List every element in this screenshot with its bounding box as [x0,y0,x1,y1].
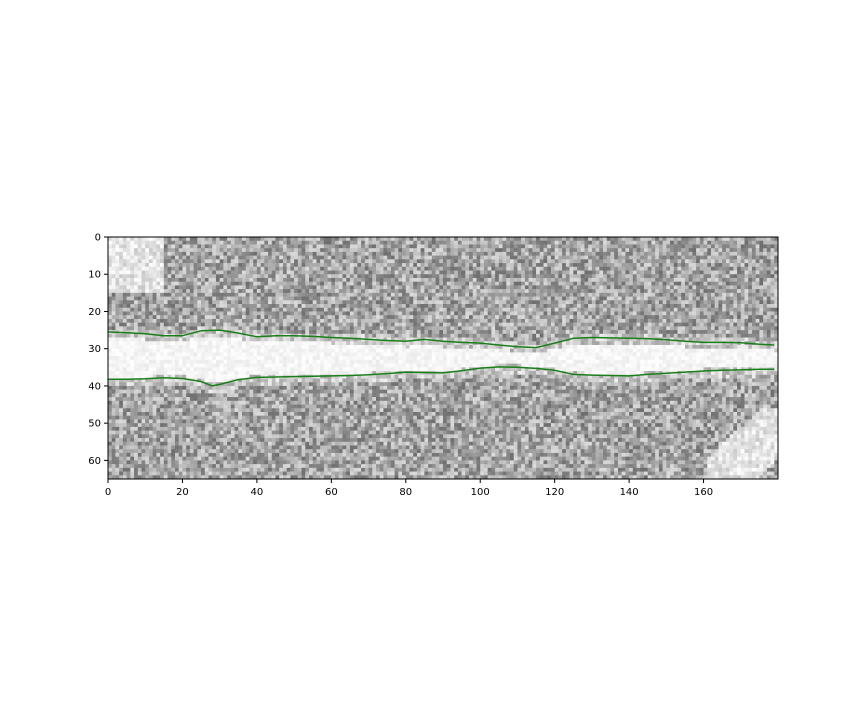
x-tick-label: 100 [471,487,490,498]
x-tick-label: 140 [620,487,639,498]
y-axis: 0 10 20 30 40 50 60 [88,233,108,467]
grayscale-image [108,237,779,480]
x-tick-label: 160 [694,487,713,498]
y-tick-label: 10 [88,270,101,281]
y-tick-label: 50 [88,419,101,430]
lower-boundary-line [108,366,775,387]
x-tick-label: 80 [399,487,412,498]
plot-area [107,236,779,480]
x-tick-label: 0 [105,487,111,498]
x-tick-label: 120 [545,487,564,498]
boundary-lines [107,329,775,387]
x-tick-label: 60 [325,487,338,498]
x-tick-label: 40 [251,487,264,498]
y-tick-label: 0 [95,233,101,244]
y-tick-label: 20 [88,307,101,318]
axes-frame [107,236,779,480]
y-tick-label: 40 [88,381,101,392]
x-tick-label: 20 [176,487,189,498]
y-tick-label: 60 [88,456,101,467]
upper-boundary-line [107,329,775,349]
x-axis: 0 20 40 60 80 100 120 140 160 [105,479,713,498]
y-tick-label: 30 [88,344,101,355]
